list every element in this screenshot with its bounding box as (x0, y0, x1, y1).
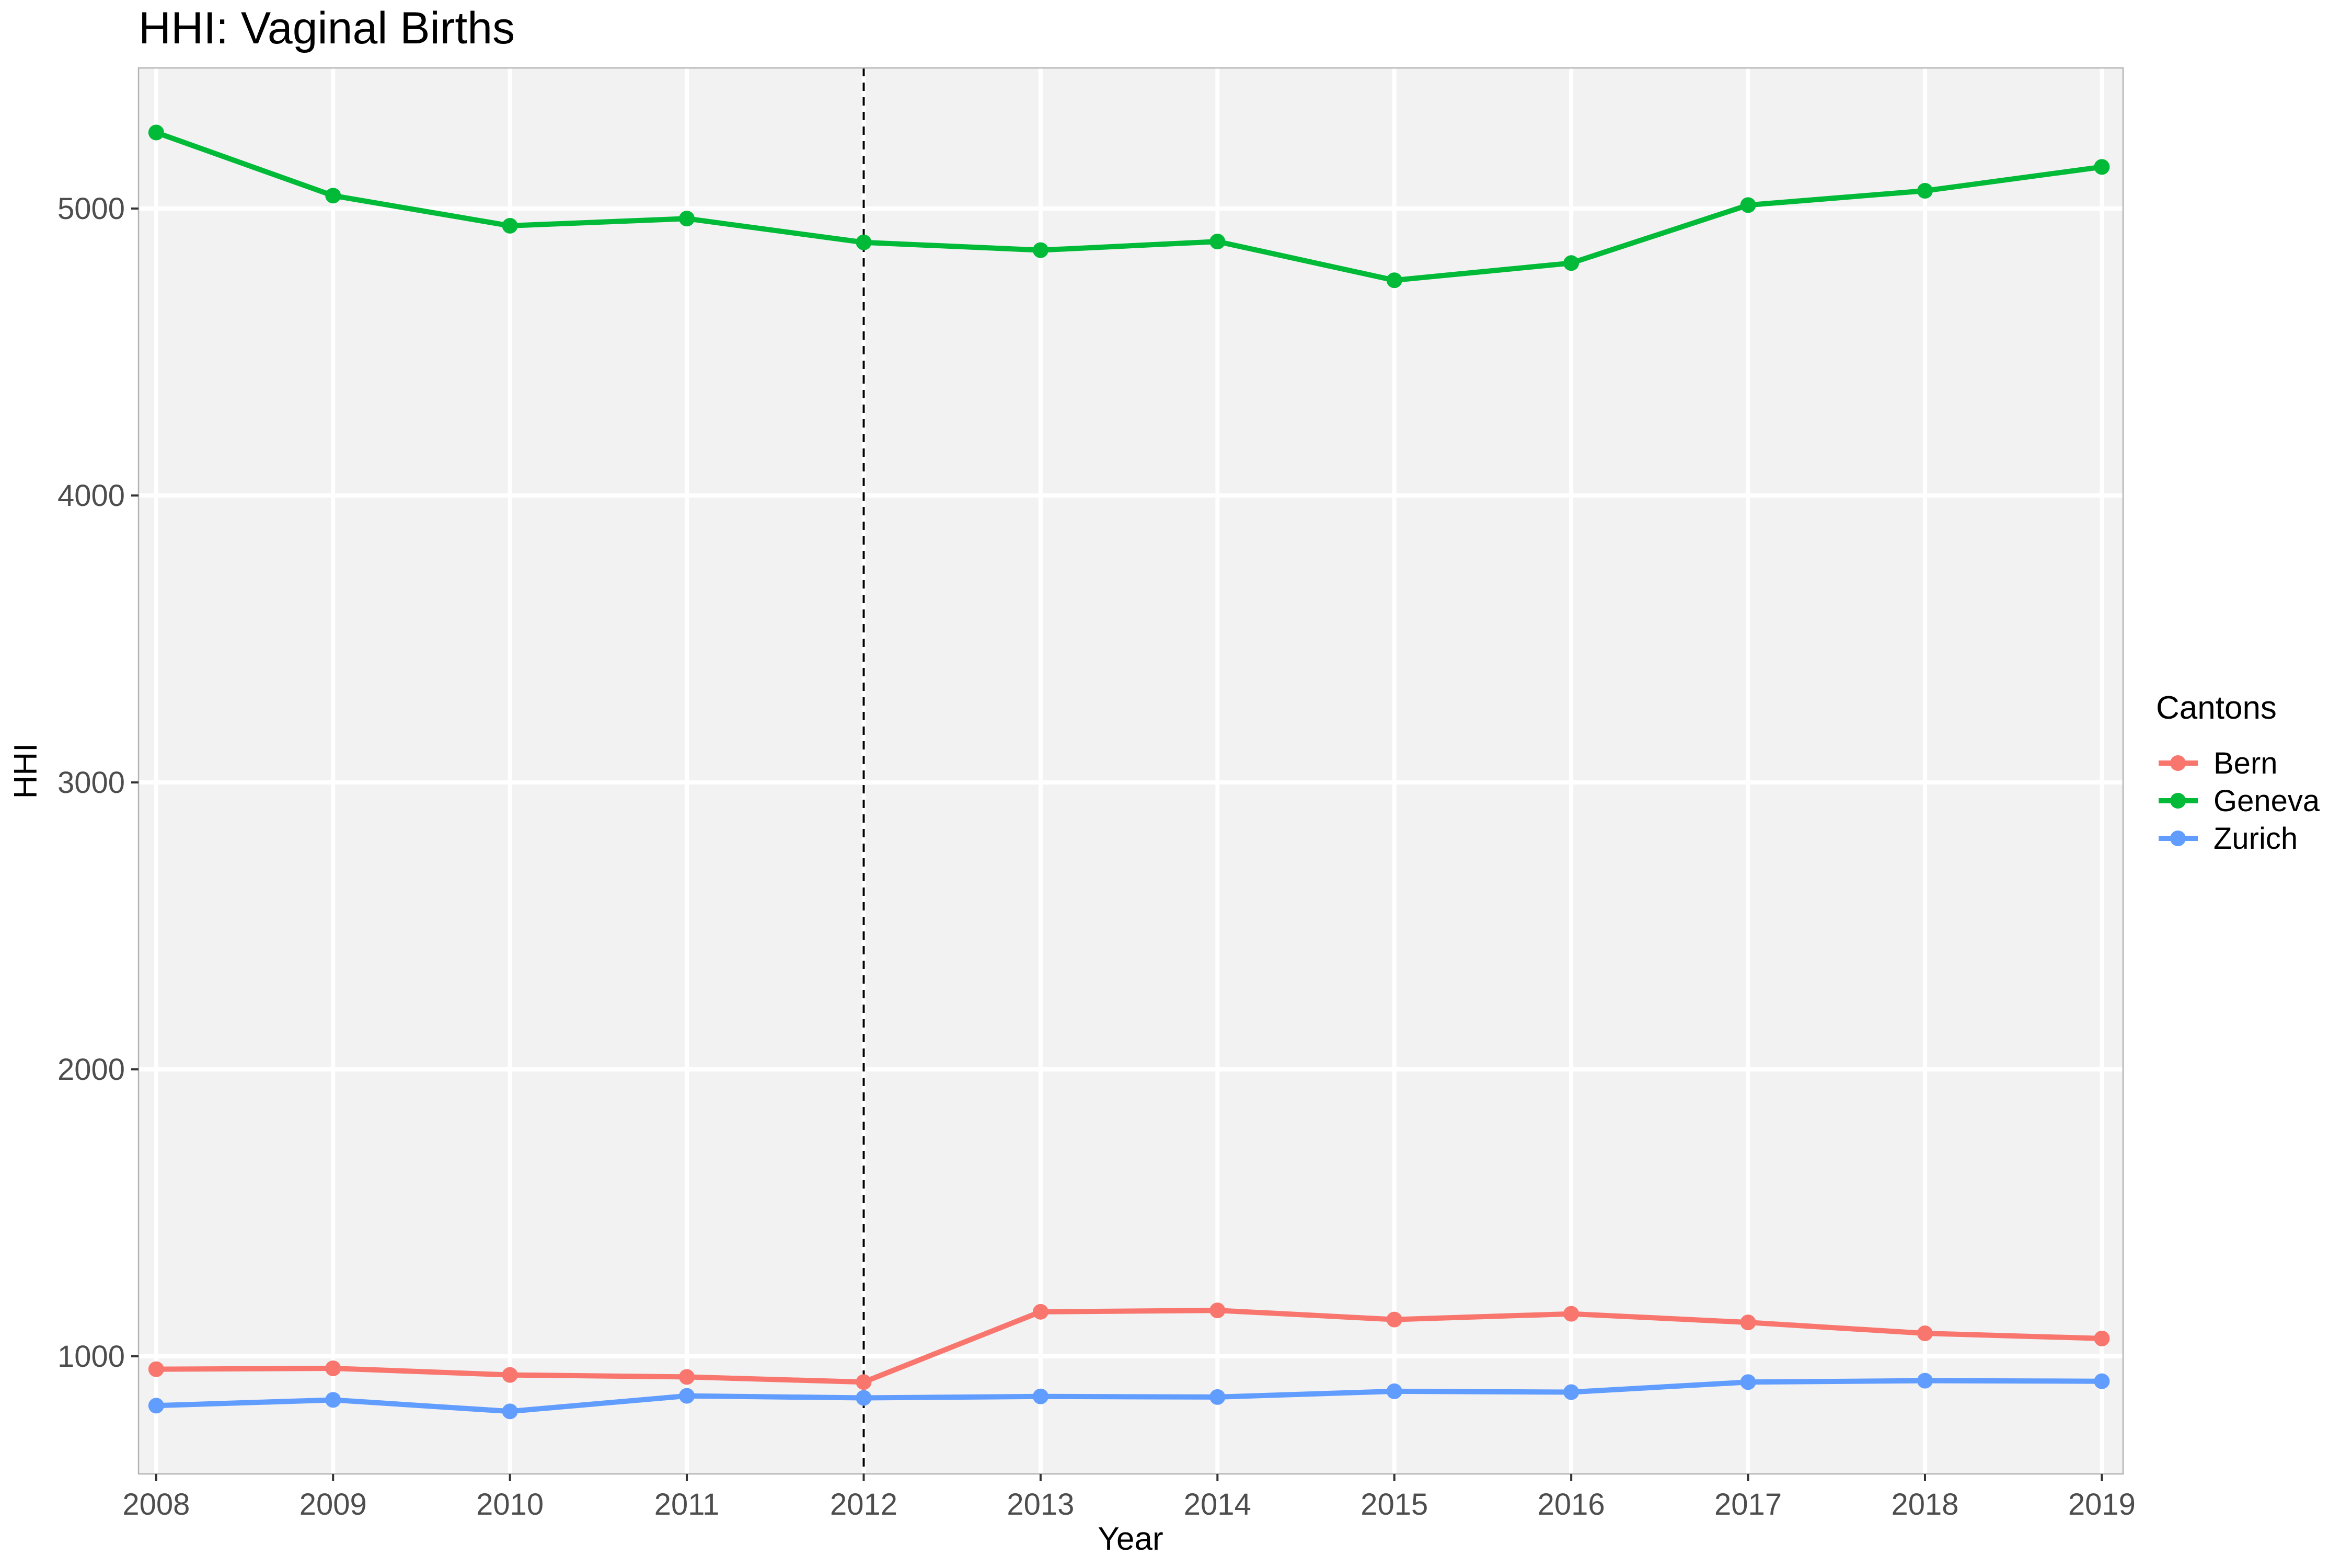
series-line-geneva (155, 130, 2103, 283)
series-group (148, 124, 2110, 1420)
data-point (1209, 1389, 1226, 1405)
y-tick-label: 4000 (57, 479, 125, 513)
x-tick-label: 2016 (1538, 1488, 1605, 1521)
data-point (502, 1403, 518, 1420)
legend-item-geneva: Geneva (2159, 784, 2320, 818)
data-point (502, 1367, 518, 1383)
chart-title: HHI: Vaginal Births (139, 3, 515, 53)
data-point (1386, 272, 1402, 289)
x-tick-label: 2010 (476, 1488, 544, 1521)
data-point (1740, 197, 1756, 213)
series-line-bern (156, 1308, 2102, 1385)
data-point (1563, 255, 1579, 271)
data-point (148, 1398, 164, 1414)
x-tick-label: 2013 (1007, 1488, 1074, 1521)
data-point (679, 1369, 695, 1385)
legend-item-bern: Bern (2159, 746, 2278, 780)
data-point (1032, 1388, 1048, 1404)
data-point (1032, 1304, 1048, 1320)
x-axis-ticks: 2008 2009 2010 2011 2012 2013 2014 2015 2016 2017… (122, 1474, 2136, 1521)
x-tick-label: 2014 (1184, 1488, 1251, 1521)
data-point (679, 1388, 695, 1404)
series-zurich (148, 1373, 2110, 1420)
legend-key-point (2170, 793, 2186, 809)
data-point (148, 1361, 164, 1377)
data-point (1386, 1383, 1402, 1399)
data-point (325, 1392, 341, 1408)
legend-key-point (2170, 831, 2186, 846)
y-axis-ticks: 1000 2000 3000 4000 5000 (57, 192, 139, 1374)
legend-label: Bern (2213, 746, 2278, 780)
data-point (2094, 1330, 2110, 1346)
x-tick-label: 2017 (1714, 1488, 1782, 1521)
data-point (1563, 1306, 1579, 1322)
x-tick-label: 2008 (122, 1488, 190, 1521)
data-point (1563, 1384, 1579, 1400)
legend-key-point (2170, 755, 2186, 771)
panel-border (137, 67, 2124, 1475)
x-tick-label: 2019 (2068, 1488, 2136, 1521)
data-point (148, 124, 164, 141)
series-line-zurich (156, 1378, 2102, 1414)
data-point (1209, 234, 1226, 250)
data-point (856, 1390, 872, 1406)
data-point (502, 217, 518, 234)
series-geneva (148, 124, 2110, 289)
data-point (2094, 1373, 2110, 1389)
x-tick-label: 2009 (299, 1488, 367, 1521)
data-point (1740, 1315, 1756, 1331)
data-point (325, 188, 341, 204)
x-tick-label: 2015 (1361, 1488, 1428, 1521)
data-point (325, 1360, 341, 1376)
x-axis-title: Year (1098, 1521, 1163, 1557)
legend-label: Geneva (2213, 784, 2320, 818)
data-point (1740, 1374, 1756, 1390)
data-point (1386, 1311, 1402, 1328)
data-point (1917, 1373, 1933, 1389)
y-tick-label: 2000 (57, 1053, 125, 1087)
data-point (856, 234, 872, 250)
data-point (1032, 242, 1048, 258)
grid-lines (139, 68, 2123, 1474)
x-tick-label: 2012 (830, 1488, 897, 1521)
x-tick-label: 2018 (1891, 1488, 1958, 1521)
data-point (856, 1374, 872, 1390)
data-point (679, 211, 695, 227)
plot-panel (139, 68, 2123, 1474)
legend-label: Zurich (2213, 822, 2298, 856)
data-point (1917, 1325, 1933, 1341)
data-point (2094, 159, 2110, 175)
data-point (1917, 182, 1933, 199)
y-tick-label: 3000 (57, 766, 125, 800)
series-bern (148, 1302, 2110, 1390)
legend-title: Cantons (2156, 690, 2277, 726)
x-tick-label: 2011 (654, 1488, 720, 1521)
y-axis-title: HHI (8, 743, 44, 799)
legend-item-zurich: Zurich (2159, 822, 2298, 856)
y-tick-label: 1000 (57, 1340, 125, 1374)
data-point (1209, 1302, 1226, 1319)
y-tick-label: 5000 (57, 192, 125, 226)
legend: Cantons Bern Geneva Zurich (2156, 690, 2320, 856)
